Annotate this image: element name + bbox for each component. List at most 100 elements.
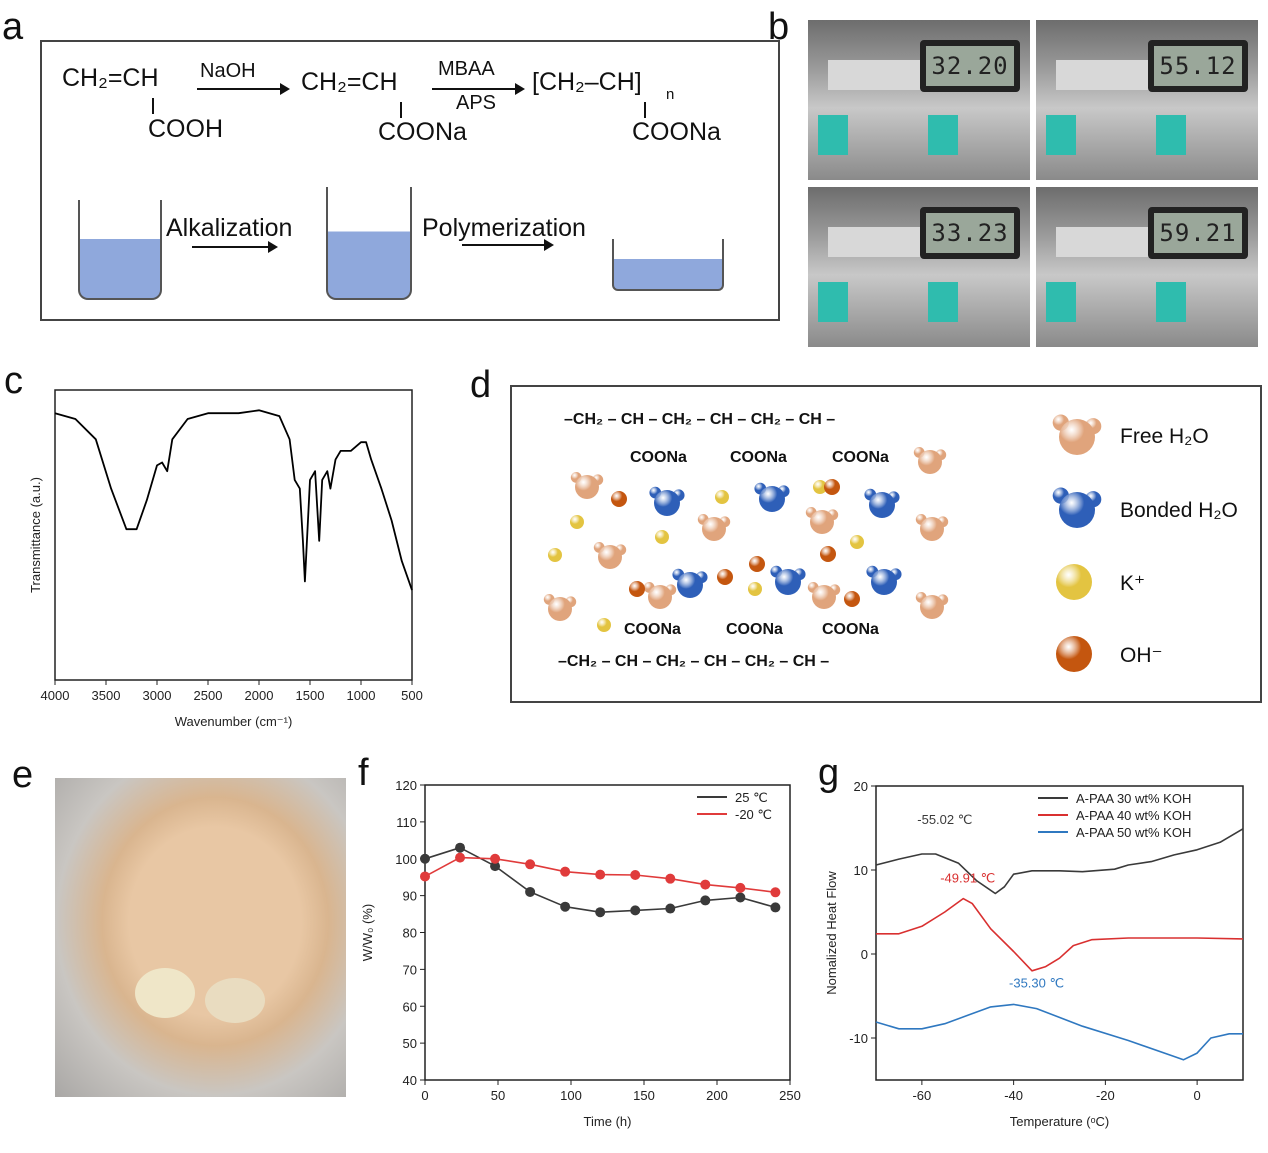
series-line-0 <box>424 846 776 913</box>
data-point <box>700 895 711 906</box>
caliper-reading: 32.20 <box>920 40 1020 92</box>
legend-label: A-PAA 30 wt% KOH <box>1076 791 1191 806</box>
series-line-0 <box>54 409 413 591</box>
caliper-scale <box>828 227 938 257</box>
legend-bonded-water-icon <box>1059 492 1095 528</box>
y-tick-label: 10 <box>854 863 868 878</box>
y-axis-label: W/W₀ (%) <box>360 904 375 961</box>
data-point <box>560 866 571 877</box>
caliper-scale <box>1056 60 1166 90</box>
free-water-molecule <box>702 517 726 541</box>
binder-clip <box>1156 115 1186 155</box>
binder-clip <box>818 115 848 155</box>
dsc-chart: -60 -40 -20 0 -10 0 10 20 Temperature (ᵒC) Nomali… <box>824 779 1244 1129</box>
bonded-water-molecule <box>759 486 785 512</box>
legend-free-water-icon <box>1059 419 1095 455</box>
hydrogel-bending-photo <box>55 778 346 1097</box>
y-tick-label: 90 <box>403 889 417 904</box>
x-tick-label: 1000 <box>347 688 376 703</box>
binder-clip <box>1156 282 1186 322</box>
data-point <box>420 871 430 882</box>
x-tick-label: 2000 <box>245 688 274 703</box>
data-point <box>700 879 711 890</box>
free-water-molecule <box>918 450 942 474</box>
legend-free-water: Free H₂O <box>1120 425 1209 448</box>
x-axis-label: Wavenumber (cm⁻¹) <box>175 714 293 729</box>
panel-label-b: b <box>768 6 790 48</box>
synthesis-scheme: CH₂=CH COOH NaOH CH₂=CH COONa MBAA APS [… <box>40 40 780 321</box>
data-point <box>630 905 641 916</box>
bonded-water-molecule <box>869 492 895 518</box>
polymer-subscript: n <box>666 86 675 103</box>
hydroxide-ion <box>824 479 840 495</box>
caliper-reading: 55.12 <box>1148 40 1248 92</box>
binder-clip <box>1046 282 1076 322</box>
bottom-polymer-chain: –CH₂ – CH – CH₂ – CH – CH₂ – CH – <box>558 653 830 670</box>
molecule-spheres <box>543 414 1102 672</box>
reagent-mbaa: MBAA <box>438 58 495 80</box>
free-water-molecule <box>812 585 836 609</box>
x-tick-label: 100 <box>560 1088 582 1103</box>
carboxylate-group: COONa <box>726 621 783 638</box>
y-tick-label: 100 <box>395 852 417 867</box>
x-tick-label: 150 <box>633 1088 655 1103</box>
legend-potassium: K⁺ <box>1120 572 1146 595</box>
peak-annotation: -49.91 ℃ <box>940 871 995 886</box>
y-tick-label: 120 <box>395 778 417 793</box>
caliper-reading: 59.21 <box>1148 207 1248 259</box>
series-line-2 <box>875 1003 1243 1061</box>
panel-label-e: e <box>12 754 34 796</box>
data-point <box>770 902 781 913</box>
data-point <box>630 869 641 880</box>
petri-dish-icon <box>612 239 724 291</box>
data-point <box>455 852 466 863</box>
x-tick-label: 500 <box>401 688 423 703</box>
data-point <box>420 853 430 864</box>
hydroxide-ion <box>629 581 645 597</box>
y-tick-label: 20 <box>854 779 868 794</box>
data-point <box>735 892 746 903</box>
free-water-molecule <box>920 517 944 541</box>
panel-label-a: a <box>2 6 24 48</box>
sodium-acrylate-group: COONa <box>378 118 467 146</box>
x-tick-label: 3500 <box>92 688 121 703</box>
arrow-icon <box>192 246 270 248</box>
reagent-naoh: NaOH <box>200 60 256 82</box>
acrylic-acid-group: COOH <box>148 115 223 143</box>
hydroxide-ion <box>611 491 627 507</box>
x-tick-label: 0 <box>1194 1088 1201 1103</box>
polymer-top: [CH₂–CH] <box>532 68 642 96</box>
weight-retention-chart: 0 50 100 150 200 250 40 50 60 70 80 90 100 110 120 Time… <box>360 778 801 1129</box>
y-tick-label: 80 <box>403 926 417 941</box>
plot-frame <box>54 389 413 681</box>
legend-label: A-PAA 50 wt% KOH <box>1076 825 1191 840</box>
caliper-photo: 33.23 <box>808 187 1030 347</box>
free-water-molecule <box>810 510 834 534</box>
hydrogel-sample <box>205 978 265 1023</box>
x-axis-label: Temperature (ᵒC) <box>1010 1114 1110 1129</box>
y-tick-label: 60 <box>403 999 417 1014</box>
data-point <box>665 903 676 914</box>
data-point <box>595 907 606 918</box>
y-tick-label: -10 <box>849 1031 868 1046</box>
caliper-photo: 59.21 <box>1036 187 1258 347</box>
series-line-1 <box>876 897 1244 972</box>
hydroxide-ion <box>844 591 860 607</box>
data-point <box>525 886 536 897</box>
bonded-water-molecule <box>654 490 680 516</box>
y-tick-label: 70 <box>403 962 417 977</box>
legend-potassium-icon <box>1056 564 1092 600</box>
panel-label-d: d <box>470 364 492 406</box>
data-point <box>665 873 676 884</box>
x-tick-label: 2500 <box>194 688 223 703</box>
legend-bonded-water: Bonded H₂O <box>1120 499 1238 522</box>
top-polymer-chain: –CH₂ – CH – CH₂ – CH – CH₂ – CH – <box>564 411 836 428</box>
free-water-molecule <box>575 475 599 499</box>
acrylic-acid-top: CH₂=CH <box>62 64 159 92</box>
binder-clip <box>928 282 958 322</box>
binder-clip <box>1046 115 1076 155</box>
carboxylate-group: COONa <box>624 621 681 638</box>
x-axis-label: Time (h) <box>584 1114 632 1129</box>
legend-label: 25 ℃ <box>735 790 768 805</box>
binder-clip <box>928 115 958 155</box>
